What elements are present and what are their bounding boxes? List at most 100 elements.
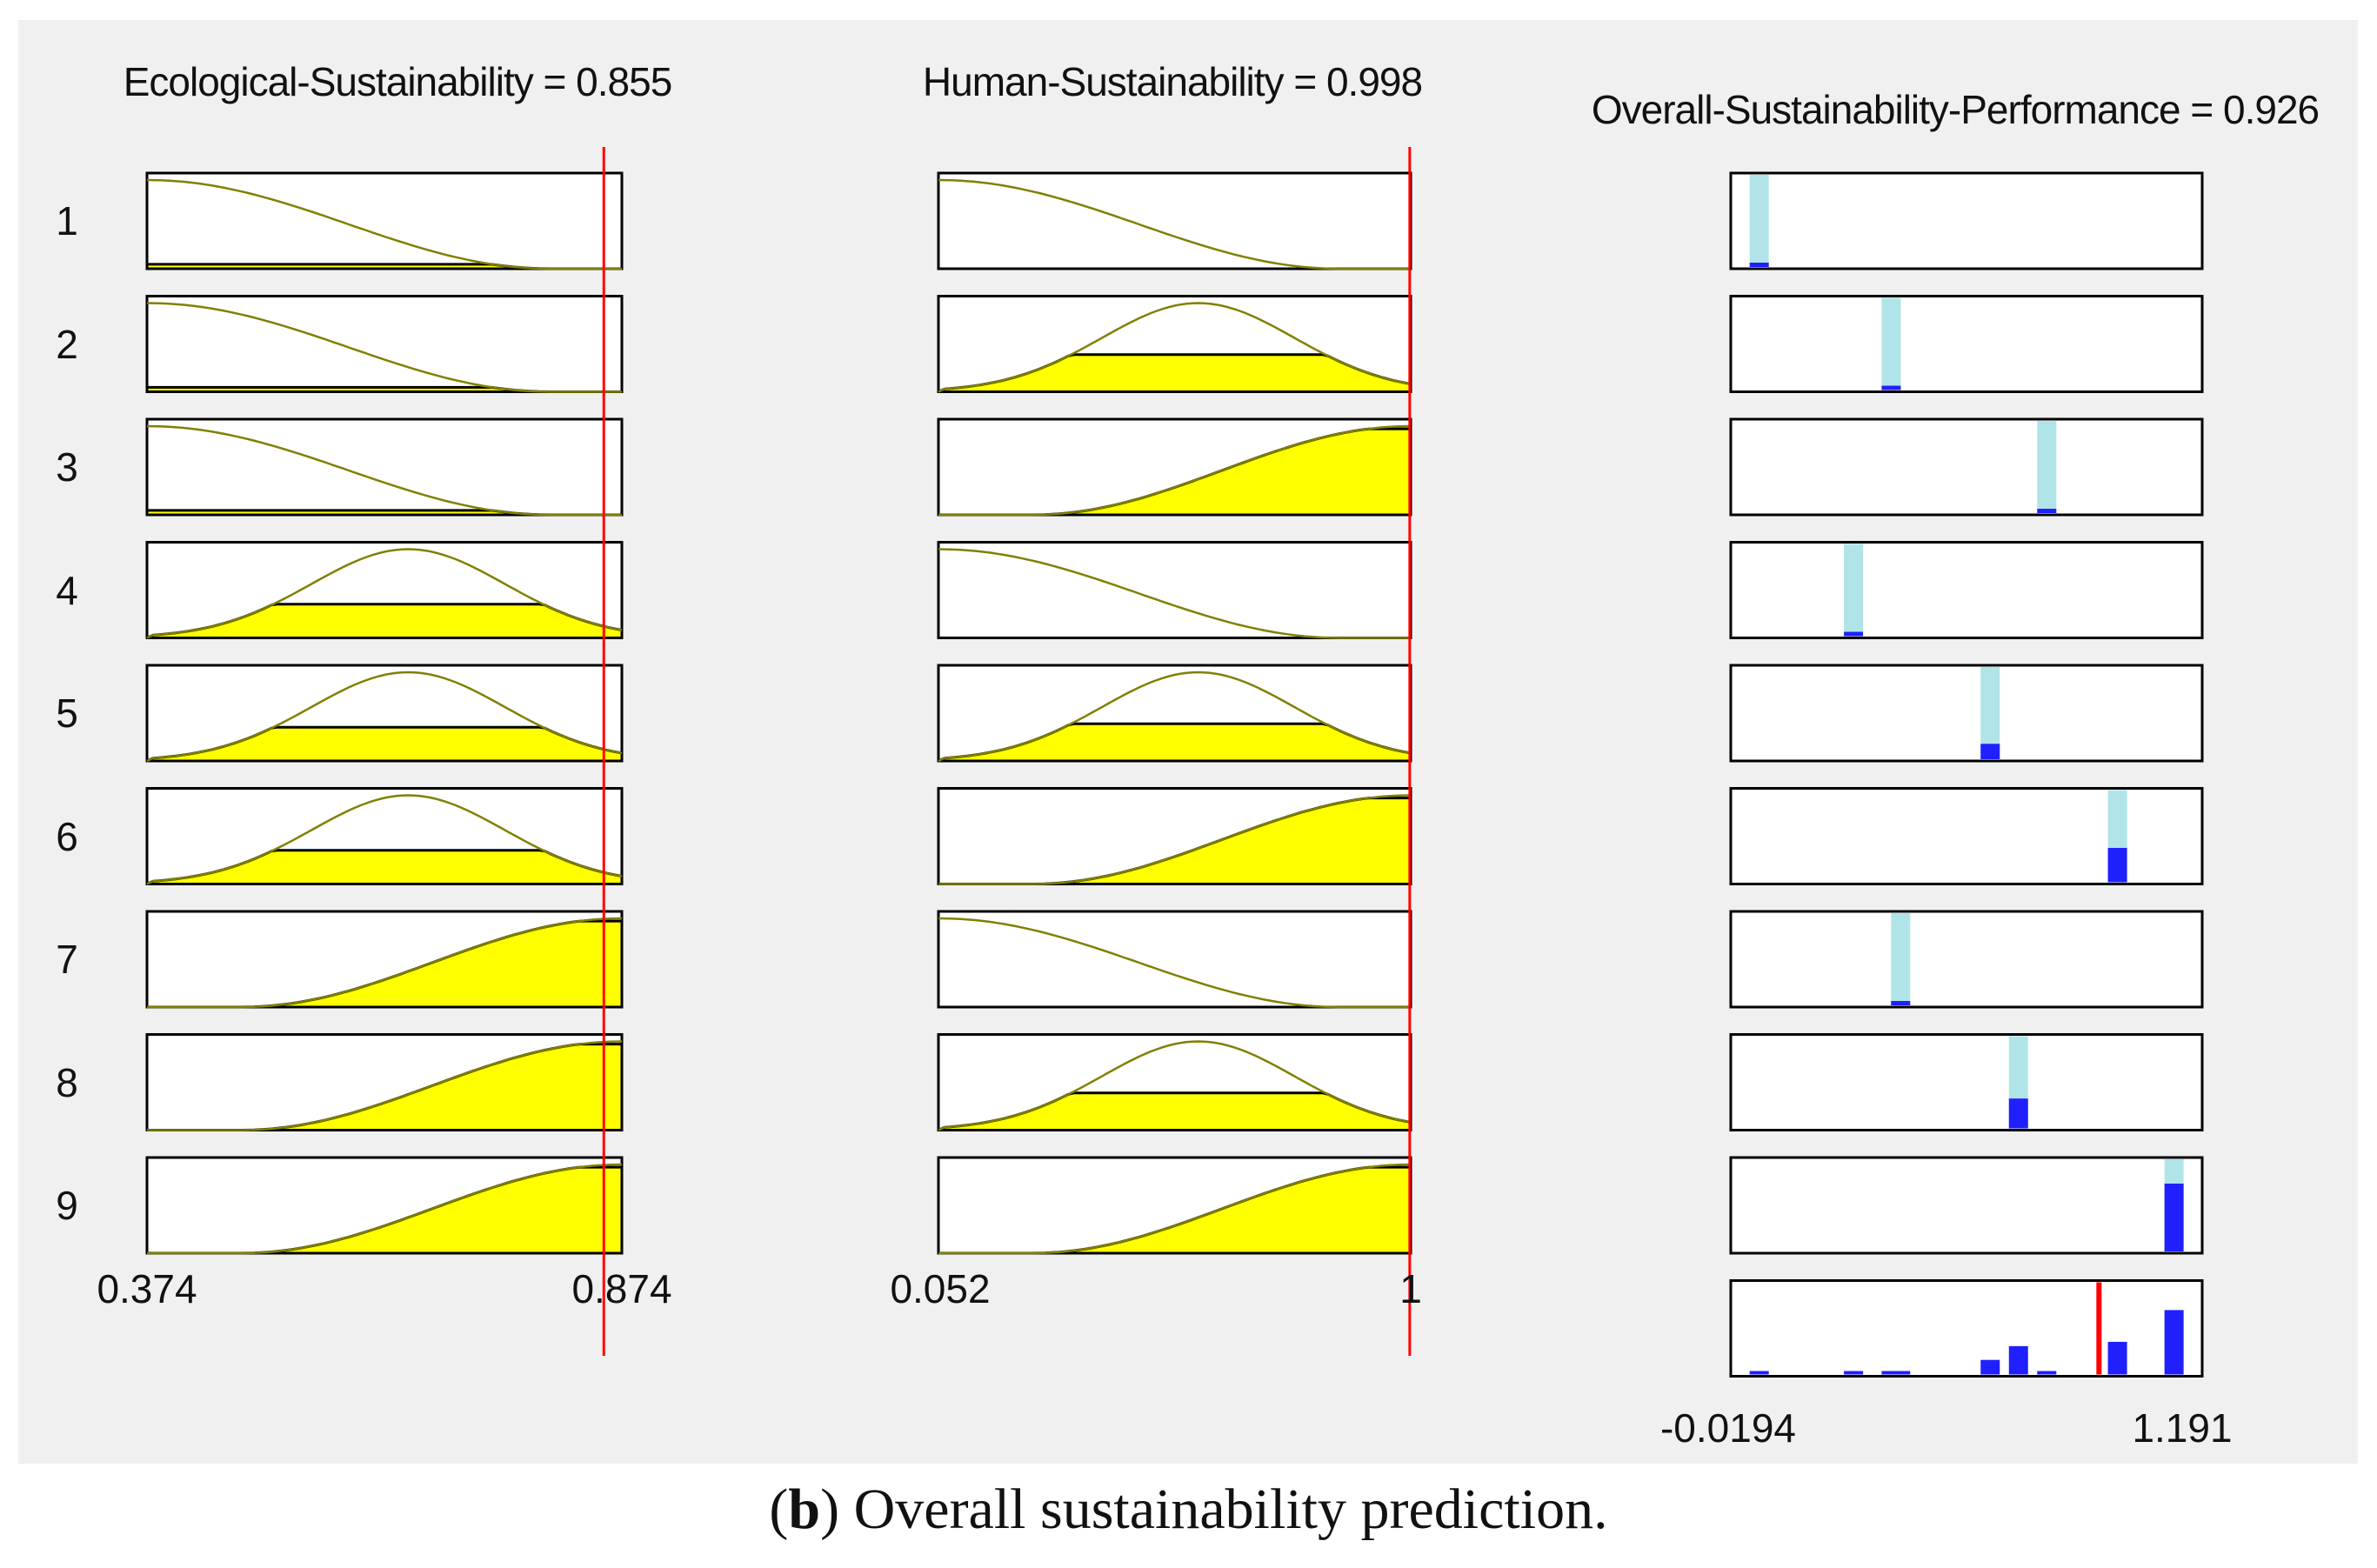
rule-panel-7 — [937, 910, 1412, 1009]
aggregate-panel — [1729, 1279, 2204, 1378]
output-panel-9 — [1729, 1156, 2204, 1255]
output-panel-5 — [1729, 664, 2204, 763]
output-singleton — [1749, 175, 1769, 267]
rule-number: 9 — [56, 1183, 78, 1228]
membership-curve — [938, 1040, 1412, 1131]
aggregate-bar — [1749, 1371, 1769, 1375]
membership-curve — [146, 548, 623, 639]
rule-viewer: Ecological-Sustainability = 0.855 Human-… — [18, 20, 2358, 1464]
overall-min-label: -0.0194 — [1659, 1405, 1797, 1451]
output-singleton — [1881, 297, 1901, 390]
output-strength — [1749, 263, 1769, 267]
rule-panel-9 — [145, 1156, 624, 1255]
output-strength — [2107, 847, 2127, 883]
membership-curve — [938, 302, 1412, 393]
caption-text: Overall sustainability prediction. — [853, 1478, 1608, 1541]
membership-curve — [147, 917, 623, 1009]
eco-col-svg — [145, 147, 624, 1356]
output-box — [1729, 787, 2204, 885]
membership-curve — [146, 671, 623, 763]
rule-panel-2 — [937, 295, 1412, 393]
output-box — [1729, 664, 2204, 763]
ecological-min-label: 0.374 — [97, 1266, 197, 1311]
rule-panel-8 — [145, 1033, 624, 1131]
output-strength — [2008, 1098, 2028, 1129]
membership-curve — [938, 794, 1412, 885]
aggregate-bar — [1844, 1371, 1864, 1375]
output-panel-2 — [1729, 295, 2204, 393]
membership-curve — [147, 1163, 623, 1255]
output-singleton — [1980, 667, 2000, 759]
output-singleton — [2037, 421, 2057, 513]
rule-panel-1 — [145, 171, 624, 270]
aggregate-bar — [2037, 1371, 2057, 1375]
rule-panel-6 — [937, 787, 1412, 885]
output-panel-8 — [1729, 1033, 2204, 1131]
membership-curve — [938, 1163, 1412, 1255]
output-panel-1 — [1729, 171, 2204, 270]
rule-panel-5 — [145, 664, 624, 763]
output-panel-4 — [1729, 541, 2204, 639]
rule-panel-5 — [937, 664, 1412, 763]
caption-label: b — [788, 1478, 821, 1541]
output-strength — [1881, 385, 1901, 390]
rule-panel-2 — [145, 295, 624, 393]
output-box — [1729, 295, 2204, 393]
rule-panel-1 — [937, 171, 1412, 270]
rule-number: 3 — [56, 444, 78, 490]
output-strength — [2164, 1184, 2184, 1251]
output-box — [1729, 1156, 2204, 1255]
aggregate-bar — [2164, 1310, 2184, 1375]
hum-col-svg — [937, 147, 1412, 1356]
rule-panel-7 — [145, 910, 624, 1009]
output-strength — [1891, 1001, 1911, 1005]
rule-number: 1 — [56, 198, 78, 244]
membership-curve — [147, 1040, 623, 1131]
output-panel-7 — [1729, 910, 2204, 1009]
rule-number: 8 — [56, 1059, 78, 1105]
rule-panel-4 — [937, 541, 1412, 639]
rule-number: 5 — [56, 691, 78, 736]
output-box — [1729, 417, 2204, 517]
output-strength — [1980, 744, 2000, 759]
output-box — [1729, 541, 2204, 639]
output-panel-6 — [1729, 787, 2204, 885]
aggregate-bar — [1980, 1359, 2000, 1375]
membership-curve — [146, 794, 623, 885]
rule-panel-3 — [145, 417, 624, 517]
membership-curve — [146, 424, 622, 517]
rule-panel-8 — [937, 1033, 1412, 1131]
ecological-max-label: 0.874 — [571, 1266, 672, 1311]
output-svg — [1729, 171, 2204, 1378]
overall-max-label: 1.191 — [2132, 1405, 2233, 1451]
rule-panel-3 — [937, 417, 1412, 517]
membership-curve — [146, 302, 622, 393]
output-box — [1729, 171, 2204, 270]
aggregate-bar — [2107, 1341, 2127, 1375]
human-title: Human-Sustainability = 0.998 — [922, 59, 1423, 104]
output-box — [1729, 1033, 2204, 1131]
membership-curve — [938, 548, 1411, 639]
aggregate-box — [1729, 1279, 2204, 1378]
aggregate-bar — [2008, 1345, 2028, 1375]
output-box — [1729, 910, 2204, 1009]
rule-panel-4 — [145, 541, 624, 639]
membership-curve — [146, 178, 622, 270]
membership-curve — [938, 671, 1412, 763]
output-strength — [1844, 631, 1864, 637]
figure-caption: (b) Overall sustainability prediction. — [769, 1478, 1608, 1541]
output-singleton — [1891, 913, 1911, 1005]
human-max-label: 1 — [1399, 1266, 1422, 1311]
membership-curve — [938, 917, 1411, 1009]
membership-curve — [938, 178, 1411, 270]
rule-panel-9 — [937, 1156, 1412, 1255]
human-min-label: 0.052 — [890, 1266, 991, 1311]
rule-panel-6 — [145, 787, 624, 885]
rule-number: 2 — [56, 321, 78, 367]
overall-title: Overall-Sustainability-Performance = 0.9… — [1591, 87, 2320, 132]
rule-number: 7 — [56, 937, 78, 982]
output-singleton — [1844, 544, 1864, 637]
rule-number: 6 — [56, 813, 78, 859]
aggregate-bar — [1891, 1371, 1911, 1375]
ecological-title: Ecological-Sustainability = 0.855 — [123, 59, 673, 104]
